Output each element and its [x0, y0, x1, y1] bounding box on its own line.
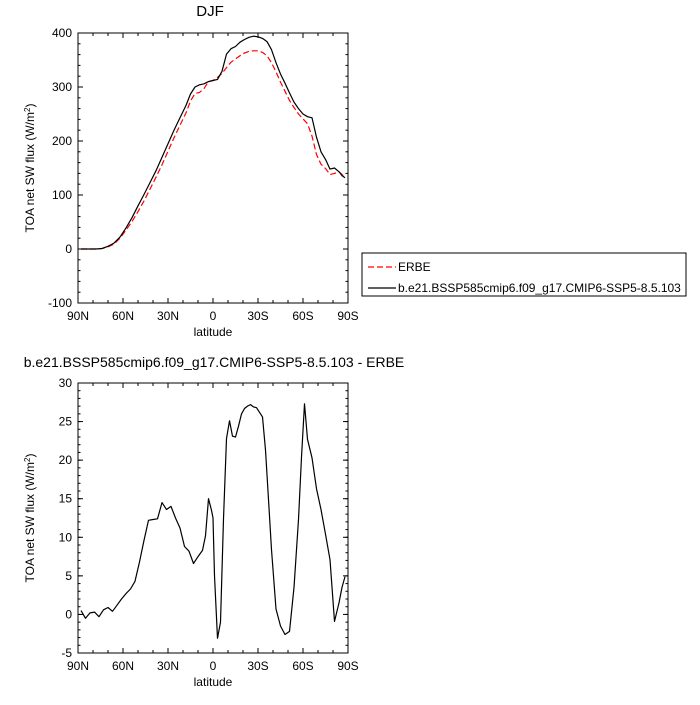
chart-1-ytick-label: 400: [52, 26, 72, 40]
chart-1-ytick-label: 100: [52, 188, 72, 202]
chart-2-xtick-label: 30N: [157, 659, 179, 673]
chart-2-ytick-label: 20: [59, 453, 73, 467]
chart-2-xtick-label: 0: [210, 659, 217, 673]
chart-1-legend-box: [361, 252, 687, 297]
chart-1-xtick-label: 90S: [337, 309, 358, 323]
chart-1-legend-label-2: b.e21.BSSP585cmip6.f09_g17.CMIP6-SSP5-8.…: [398, 281, 681, 295]
chart-2-ytick-label: -5: [61, 646, 72, 660]
chart-2-title: b.e21.BSSP585cmip6.f09_g17.CMIP6-SSP5-8.…: [24, 354, 405, 370]
chart-2-xtick-label: 30S: [247, 659, 268, 673]
chart-1-ytick-label: -100: [48, 296, 72, 310]
chart-2-xtick-label: 60S: [292, 659, 313, 673]
chart-2-ytick-label: 30: [59, 376, 73, 390]
chart-1-xlabel: latitude: [194, 325, 233, 339]
chart-1-xtick-label: 30N: [157, 309, 179, 323]
chart-1-xtick-label: 60S: [292, 309, 313, 323]
chart-1-xtick-label: 90N: [67, 309, 89, 323]
chart-2-ytick-label: 0: [65, 607, 72, 621]
chart-2-ytick-label: 10: [59, 530, 73, 544]
chart-1-legend-label-1: ERBE: [398, 260, 431, 274]
chart-1-ylabel: TOA net SW flux (W/m2): [23, 104, 37, 233]
chart-1-ytick-label: 0: [65, 242, 72, 256]
chart-2-xtick-label: 60N: [112, 659, 134, 673]
chart-1-xtick-label: 30S: [247, 309, 268, 323]
chart-2-xtick-label: 90S: [337, 659, 358, 673]
chart-1-xtick-label: 60N: [112, 309, 134, 323]
chart-2-ytick-label: 25: [59, 415, 73, 429]
chart-1-xtick-label: 0: [210, 309, 217, 323]
chart-1-plot-frame: [77, 32, 349, 304]
chart-2-ytick-label: 5: [65, 569, 72, 583]
chart-1-ytick-label: 300: [52, 80, 72, 94]
chart-2-series-line-1: [80, 403, 346, 639]
chart-2-ytick-label: 15: [59, 492, 73, 506]
chart-1-ytick-label: 200: [52, 134, 72, 148]
chart-2-xtick-label: 90N: [67, 659, 89, 673]
chart-2-ylabel: TOA net SW flux (W/m2): [23, 454, 37, 583]
chart-2-xlabel: latitude: [194, 675, 233, 689]
chart-1-series-line-2: [81, 35, 346, 250]
chart-1-title: DJF: [196, 3, 224, 20]
chart-1-series-line-1: [81, 50, 346, 250]
